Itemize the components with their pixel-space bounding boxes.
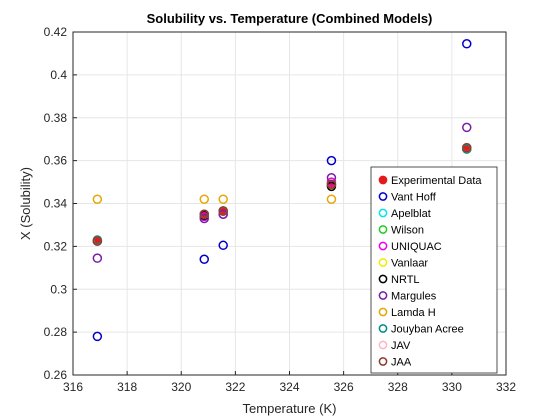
x-tick-label: 324 <box>279 380 299 394</box>
point-vant-hoff <box>199 254 210 264</box>
point-lamda-h <box>326 194 337 204</box>
y-tick-label: 0.42 <box>44 25 68 39</box>
data-points <box>92 39 472 342</box>
legend-marker-uniquac <box>378 241 388 251</box>
point-lamda-h <box>92 194 103 204</box>
legend-marker-margules <box>378 291 388 300</box>
legend-marker-apelblat <box>378 208 388 218</box>
legend-label-margules: Margules <box>391 291 437 303</box>
x-tick-label: 320 <box>171 380 191 394</box>
y-axis-label: X (Solubility) <box>18 167 33 240</box>
legend-label-jav: JAV <box>391 340 411 352</box>
legend-label-jaa: JAA <box>391 357 412 369</box>
legend-label-lamda-h: Lamda H <box>391 307 436 319</box>
point-jaa <box>199 209 210 219</box>
chart-title: Solubility vs. Temperature (Combined Mod… <box>147 11 433 26</box>
point-vant-hoff <box>462 39 472 49</box>
point-margules <box>199 213 210 224</box>
x-axis-label: Temperature (K) <box>243 401 337 416</box>
legend-label-vanlaar: Vanlaar <box>391 258 428 270</box>
point-jaa <box>326 179 337 189</box>
legend-box <box>370 166 498 374</box>
legend-marker-vanlaar <box>378 258 388 267</box>
point-jaa <box>218 206 228 216</box>
legend-label-wilson: Wilson <box>391 225 424 237</box>
legend-label-experimental-data: Experimental Data <box>391 175 482 187</box>
y-tick-label: 0.3 <box>50 282 67 296</box>
y-tick-label: 0.38 <box>44 111 68 125</box>
x-tick-label: 318 <box>117 380 137 394</box>
legend-marker-nrtl <box>378 274 388 284</box>
point-margules <box>218 209 228 219</box>
y-tick-label: 0.28 <box>44 325 68 339</box>
legend-marker-jaa <box>378 357 388 366</box>
point-vant-hoff <box>326 155 337 166</box>
x-tick-label: 316 <box>63 380 83 394</box>
y-tick-label: 0.26 <box>44 368 68 382</box>
legend: Experimental Data Vant Hoff Apelblat Wilson… <box>370 166 498 374</box>
legend-marker-jouyban-acree <box>378 324 388 333</box>
legend-marker-vant-hoff <box>378 192 388 201</box>
ticks: 316 318 320 322 324 326 328 330 332 0.26 0.28 0.3 0.… <box>44 25 517 394</box>
y-tick-label: 0.36 <box>44 154 68 168</box>
x-tick-label: 326 <box>334 380 354 394</box>
legend-marker-experimental-data <box>378 175 388 185</box>
point-margules <box>462 122 472 133</box>
legend-label-jouyban-acree: Jouyban Acree <box>391 324 464 336</box>
legend-marker-wilson <box>378 225 388 234</box>
point-margules <box>326 173 337 183</box>
y-tick-label: 0.4 <box>50 68 67 82</box>
point-vant-hoff <box>92 331 103 342</box>
y-tick-label: 0.34 <box>44 197 68 211</box>
point-lamda-h <box>199 194 210 204</box>
legend-label-uniquac: UNIQUAC <box>391 241 442 253</box>
x-tick-label: 328 <box>388 380 408 394</box>
legend-label-apelblat: Apelblat <box>391 208 431 220</box>
point-jaa <box>462 143 472 153</box>
point-lamda-h <box>218 194 228 204</box>
legend-label-nrtl: NRTL <box>391 274 420 286</box>
x-tick-label: 322 <box>225 380 245 394</box>
x-tick-label: 332 <box>496 380 516 394</box>
legend-marker-lamda-h <box>378 307 388 317</box>
legend-marker-jav <box>378 340 388 350</box>
point-margules <box>92 253 103 263</box>
y-tick-label: 0.32 <box>44 239 68 253</box>
point-vant-hoff <box>218 240 228 251</box>
legend-label-vant-hoff: Vant Hoff <box>391 192 437 204</box>
point-jaa <box>92 236 103 246</box>
x-tick-label: 330 <box>442 380 462 394</box>
